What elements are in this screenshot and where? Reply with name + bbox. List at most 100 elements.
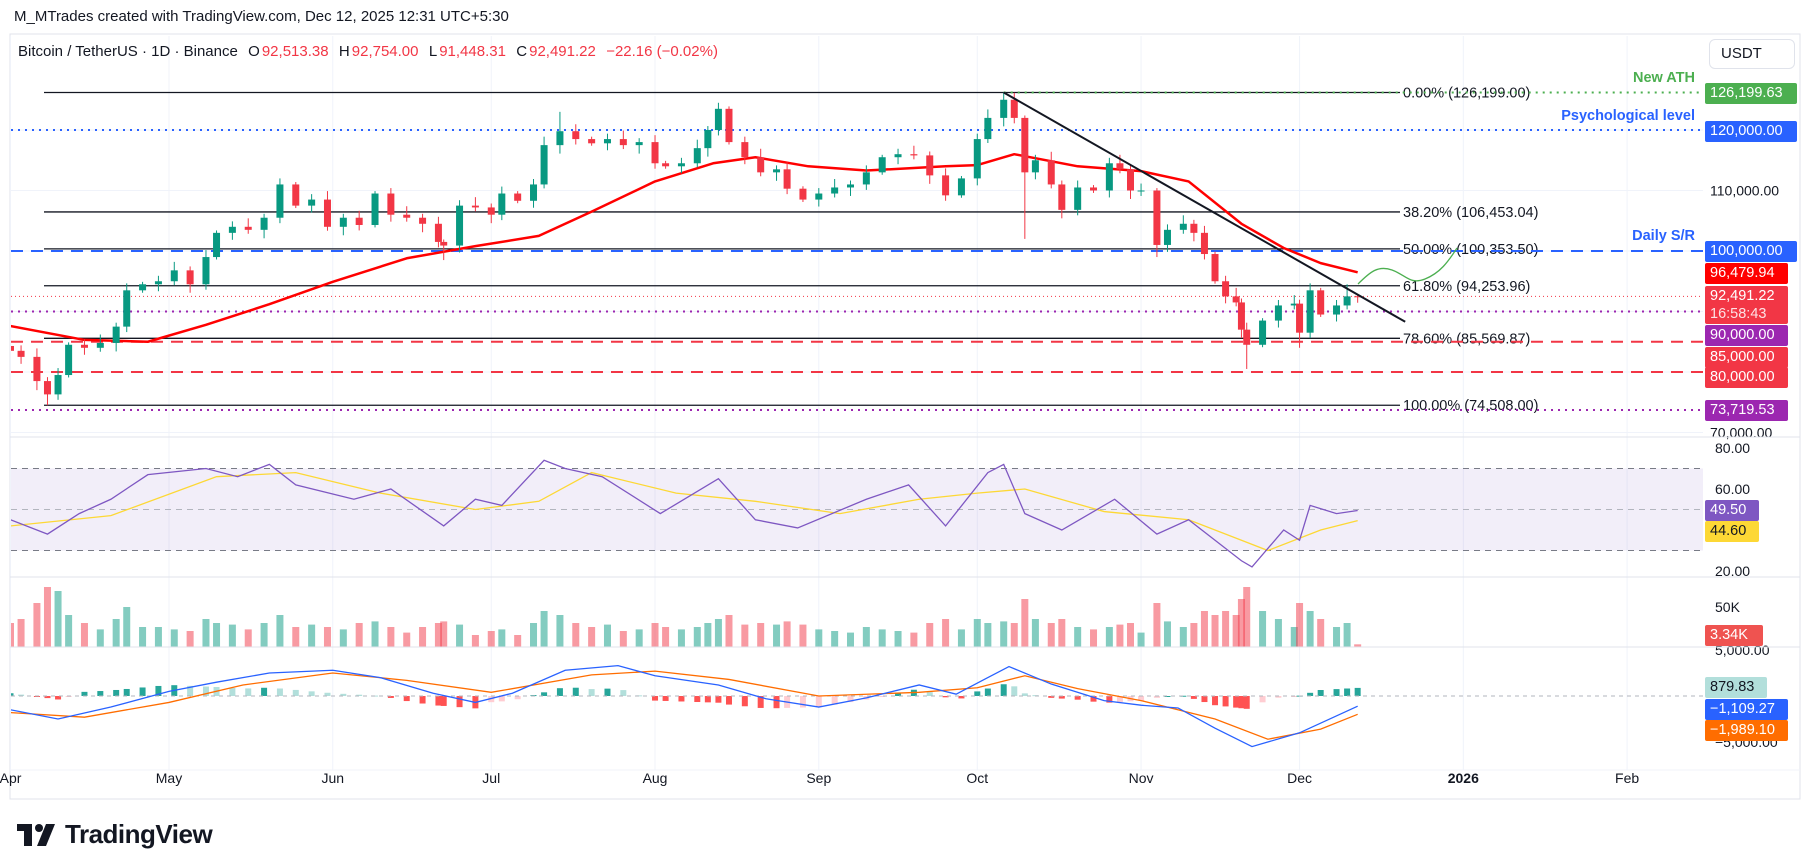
candle[interactable] (112, 322, 120, 352)
candle[interactable] (662, 160, 670, 169)
candle[interactable] (419, 213, 427, 233)
new-ath-note[interactable]: New ATH (1632, 70, 1695, 86)
candle[interactable] (1243, 322, 1251, 369)
candle[interactable] (43, 377, 51, 406)
candle[interactable] (276, 178, 284, 224)
candle[interactable] (1211, 251, 1219, 284)
candle[interactable] (440, 239, 448, 261)
candle[interactable] (973, 133, 981, 186)
candle[interactable] (123, 283, 131, 333)
candle[interactable] (783, 162, 791, 195)
candle[interactable] (54, 368, 62, 400)
candle[interactable] (1163, 224, 1171, 252)
candle[interactable] (7, 344, 14, 354)
candle[interactable] (403, 206, 411, 222)
candle[interactable] (556, 111, 564, 154)
candle[interactable] (942, 168, 950, 201)
candle[interactable] (1126, 165, 1134, 199)
candle[interactable] (1306, 283, 1314, 339)
candle[interactable] (213, 230, 221, 260)
candle[interactable] (1074, 180, 1082, 216)
candle[interactable] (878, 154, 886, 175)
volume-pane[interactable] (7, 587, 1362, 647)
candle[interactable] (244, 218, 252, 234)
candle[interactable] (323, 191, 331, 231)
candle[interactable] (635, 138, 643, 154)
candle[interactable] (387, 188, 395, 222)
candle[interactable] (1296, 299, 1304, 348)
candle[interactable] (1058, 180, 1066, 219)
candle[interactable] (96, 334, 104, 352)
candle[interactable] (588, 136, 596, 146)
candle[interactable] (202, 250, 210, 290)
candle[interactable] (926, 151, 934, 184)
candle[interactable] (677, 157, 685, 174)
candle[interactable] (651, 135, 659, 169)
candle[interactable] (619, 130, 627, 150)
candle[interactable] (799, 186, 807, 202)
candle[interactable] (339, 213, 347, 236)
candle[interactable] (170, 261, 178, 286)
candle[interactable] (33, 348, 41, 391)
candle[interactable] (292, 182, 300, 209)
candle[interactable] (456, 200, 464, 253)
candle[interactable] (572, 124, 580, 145)
candle[interactable] (228, 221, 236, 240)
rsi-pane[interactable] (11, 459, 1704, 568)
candle[interactable] (65, 342, 73, 378)
candle[interactable] (725, 106, 733, 145)
tradingview-logo[interactable]: TradingView (17, 819, 213, 850)
candle[interactable] (355, 210, 363, 231)
candle[interactable] (260, 213, 268, 239)
candle[interactable] (1179, 215, 1187, 234)
candle[interactable] (757, 148, 765, 177)
price-pane[interactable]: 0.00% (126,199.00) 38.20% (106,453.04) 50.… (7, 85, 1703, 414)
candle[interactable] (984, 109, 992, 144)
candle[interactable] (1290, 295, 1298, 310)
candle[interactable] (487, 203, 495, 224)
candle[interactable] (693, 139, 701, 168)
candle[interactable] (1090, 185, 1098, 193)
candle[interactable] (514, 191, 522, 204)
candle[interactable] (704, 126, 712, 157)
candle[interactable] (1222, 275, 1230, 304)
candle[interactable] (80, 339, 88, 355)
candle[interactable] (17, 345, 25, 364)
candle[interactable] (308, 194, 316, 213)
candle[interactable] (1317, 287, 1325, 317)
candle[interactable] (894, 148, 902, 165)
candle[interactable] (862, 165, 870, 190)
symbol-title[interactable]: Bitcoin / TetherUS · 1D · Binance (18, 43, 238, 60)
candle[interactable] (831, 179, 839, 198)
candle[interactable] (1137, 183, 1145, 196)
candle[interactable] (540, 136, 548, 189)
candle[interactable] (1047, 151, 1055, 189)
candle[interactable] (957, 175, 965, 198)
candle[interactable] (1259, 318, 1267, 348)
candle[interactable] (139, 281, 147, 293)
candle[interactable] (773, 165, 781, 181)
candle[interactable] (846, 180, 854, 196)
candle[interactable] (1232, 287, 1240, 307)
candle[interactable] (815, 188, 823, 207)
candle[interactable] (371, 191, 379, 228)
candle[interactable] (1031, 154, 1039, 180)
daily-sr-note[interactable]: Daily S/R (1632, 228, 1695, 244)
candle[interactable] (1200, 225, 1208, 260)
currency-button[interactable]: USDT (1709, 39, 1795, 69)
candle[interactable] (1333, 300, 1341, 322)
candle[interactable] (471, 197, 479, 212)
candle[interactable] (1190, 219, 1198, 242)
psychological-level-note[interactable]: Psychological level (1561, 108, 1695, 124)
candle[interactable] (1237, 298, 1245, 339)
candle[interactable] (1274, 300, 1282, 328)
candle[interactable] (1354, 294, 1362, 303)
candle[interactable] (530, 179, 538, 208)
candle[interactable] (741, 136, 749, 165)
candle[interactable] (498, 186, 506, 221)
candle[interactable] (603, 133, 611, 151)
candle[interactable] (1153, 188, 1161, 258)
candle[interactable] (1021, 115, 1029, 239)
candle[interactable] (434, 216, 442, 248)
